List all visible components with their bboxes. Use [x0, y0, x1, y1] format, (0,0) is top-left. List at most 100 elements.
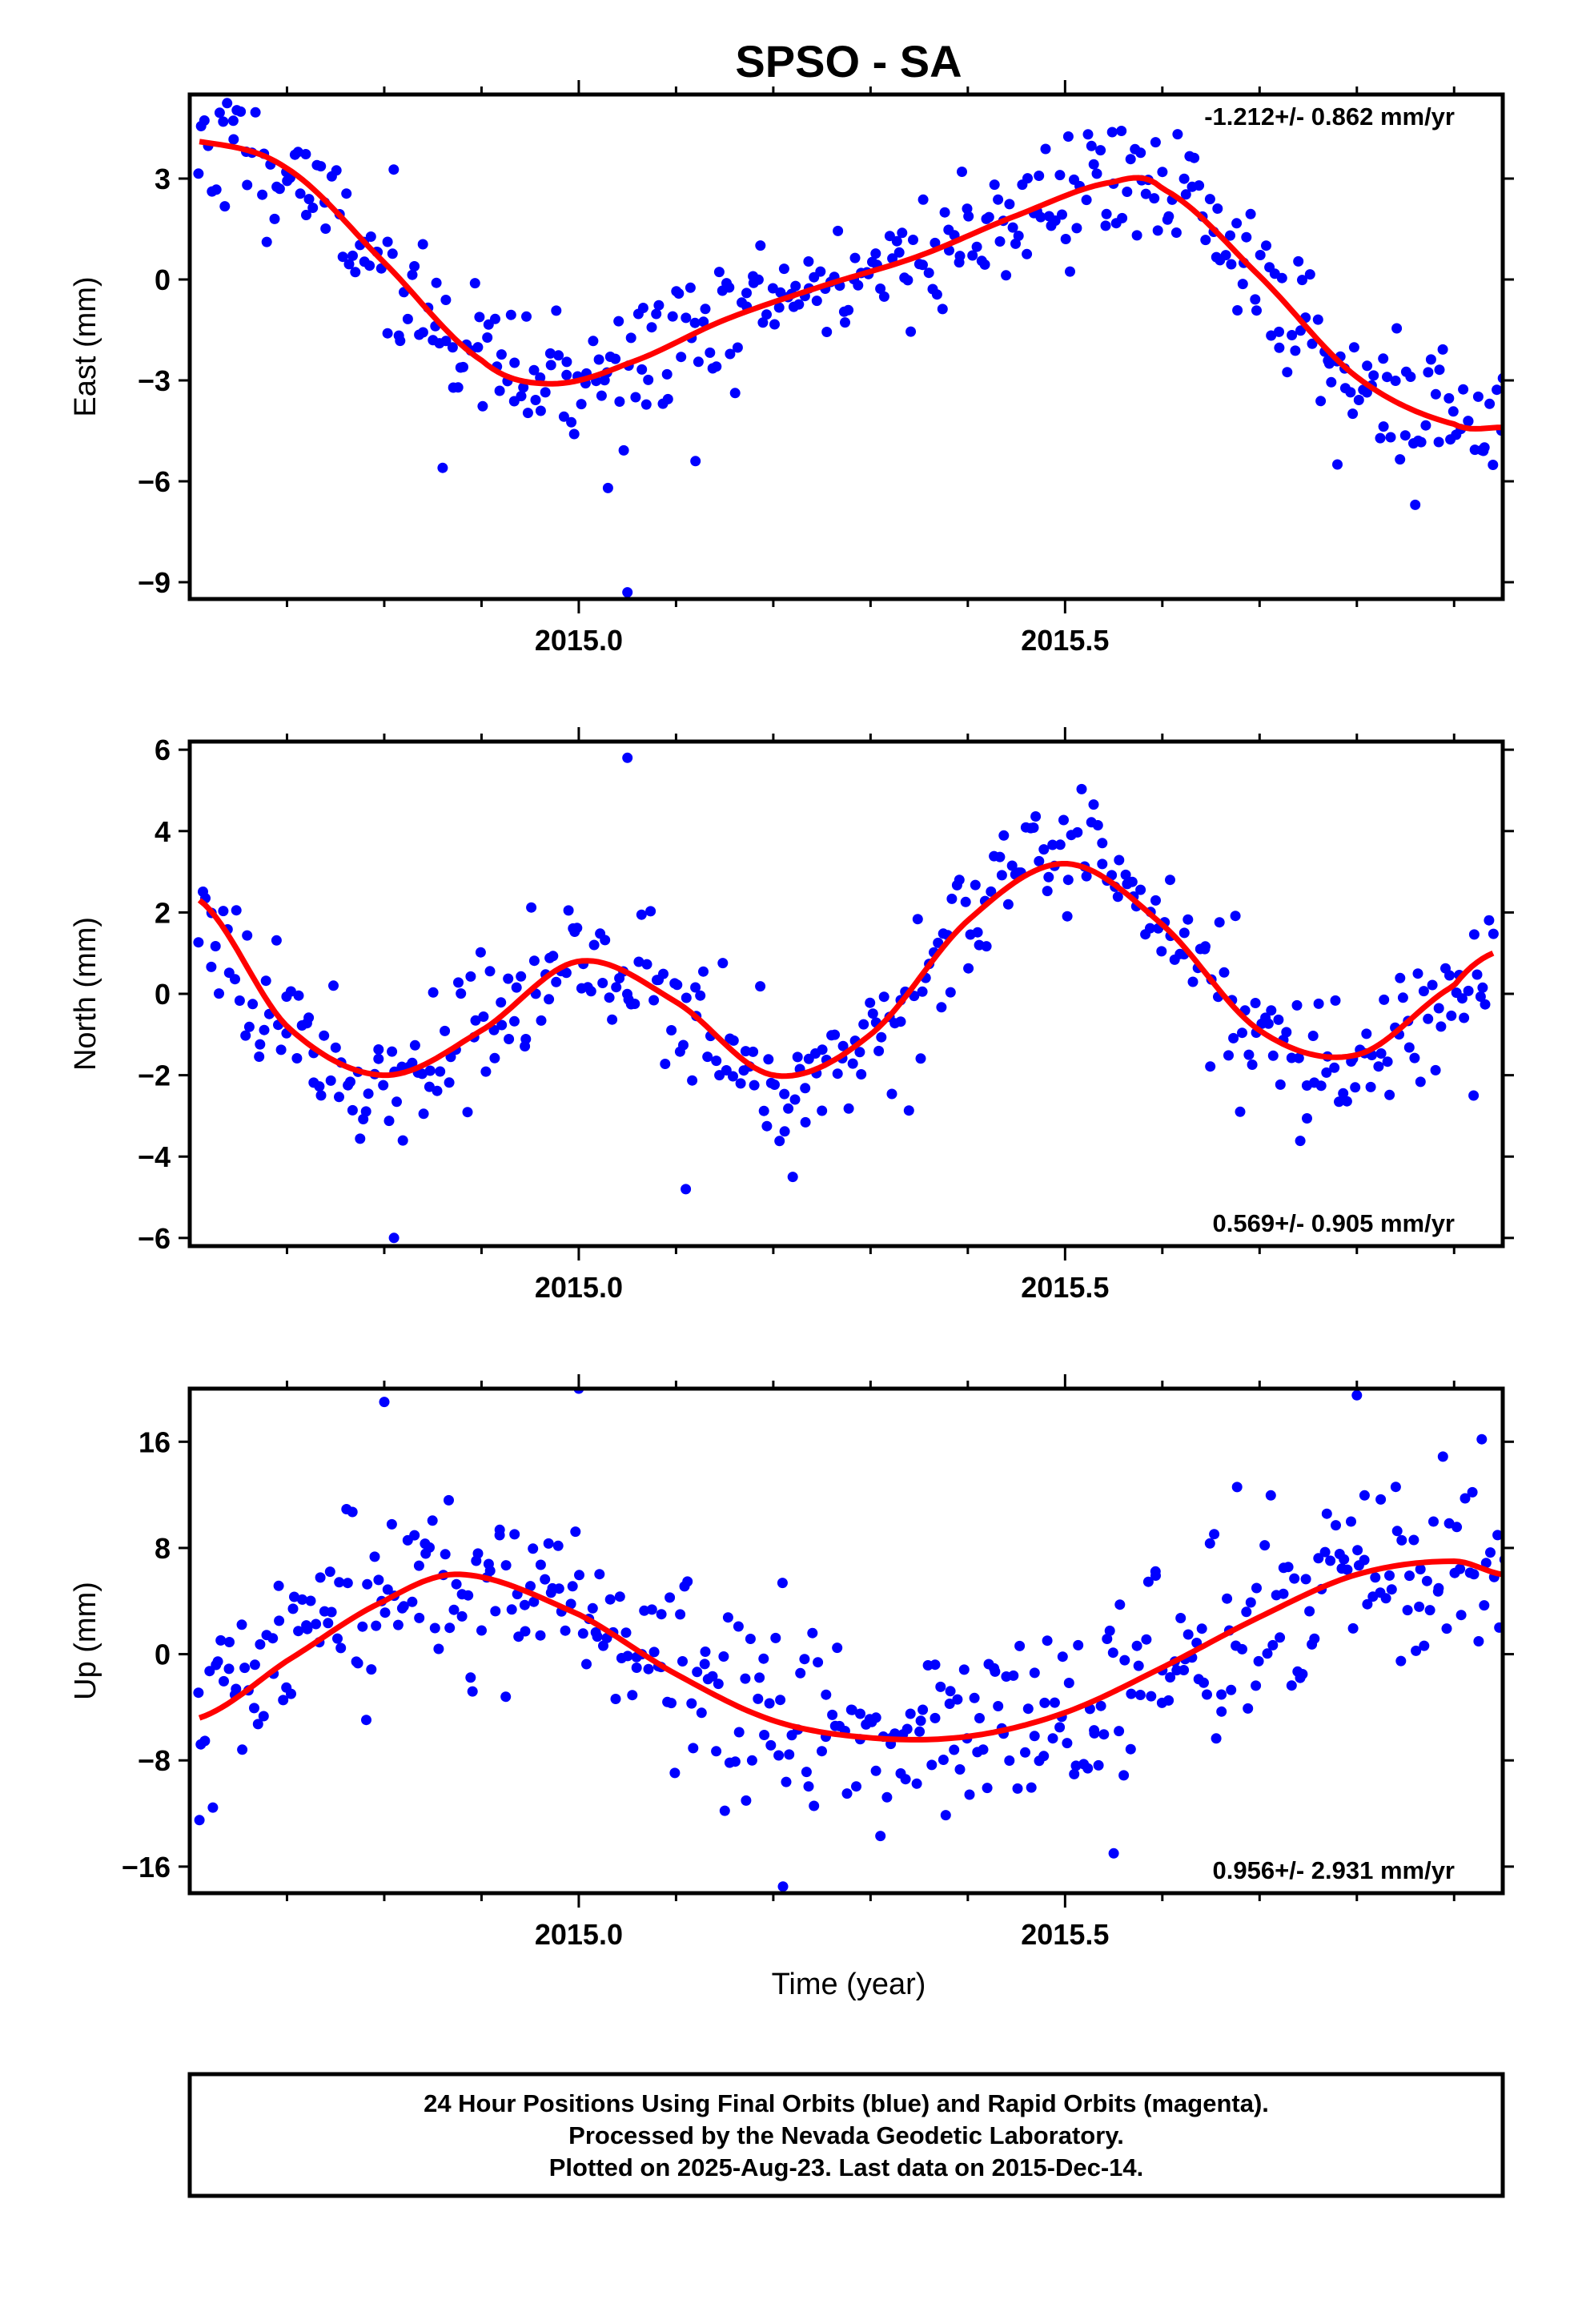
- data-point: [214, 988, 224, 999]
- data-point: [637, 303, 648, 313]
- data-point: [1250, 294, 1261, 305]
- data-point: [526, 902, 537, 913]
- data-point: [1237, 1643, 1247, 1655]
- data-point: [994, 851, 1006, 862]
- data-point: [837, 1040, 849, 1051]
- data-point: [307, 203, 319, 213]
- data-point: [1348, 342, 1359, 353]
- y-tick-label: 0: [155, 263, 171, 296]
- data-point: [428, 987, 439, 998]
- data-point: [1108, 1848, 1119, 1859]
- data-point: [832, 1068, 843, 1080]
- data-point: [1216, 1689, 1227, 1700]
- data-point: [636, 909, 647, 920]
- data-point: [741, 1795, 752, 1806]
- data-point: [1156, 946, 1167, 957]
- data-point: [705, 347, 716, 358]
- data-point: [315, 161, 327, 172]
- y-tick-label: 8: [155, 1532, 171, 1565]
- data-point: [1467, 1486, 1478, 1498]
- data-point: [1069, 1768, 1080, 1779]
- data-point: [1484, 915, 1495, 926]
- data-point: [905, 1708, 916, 1719]
- data-point: [193, 168, 204, 179]
- data-point: [193, 937, 204, 948]
- data-point: [960, 896, 971, 907]
- data-point: [1134, 1690, 1146, 1700]
- data-point: [958, 1664, 970, 1675]
- data-point: [754, 1672, 765, 1683]
- data-point: [365, 231, 376, 242]
- data-point: [622, 1651, 633, 1662]
- data-point: [444, 1494, 454, 1506]
- data-point: [1042, 886, 1053, 897]
- data-point: [711, 361, 722, 372]
- data-point: [698, 316, 709, 328]
- data-point: [908, 235, 918, 245]
- data-point: [667, 311, 678, 322]
- data-point: [767, 283, 778, 294]
- data-point: [247, 999, 259, 1010]
- data-point: [661, 368, 673, 380]
- data-point: [1295, 325, 1306, 336]
- data-point: [1405, 372, 1416, 382]
- data-point: [1342, 1564, 1353, 1575]
- data-point: [666, 1025, 677, 1035]
- data-point: [476, 1625, 487, 1636]
- data-point: [1414, 1601, 1425, 1612]
- data-point: [1141, 1634, 1152, 1645]
- data-point: [409, 1039, 420, 1051]
- data-point: [1361, 1028, 1372, 1039]
- data-point: [972, 927, 983, 938]
- data-point: [889, 1728, 901, 1739]
- data-point: [1106, 127, 1118, 138]
- data-point: [990, 1666, 1001, 1677]
- data-point: [728, 1071, 738, 1082]
- data-point: [646, 1604, 657, 1615]
- data-point: [252, 1719, 263, 1730]
- data-point: [912, 914, 923, 925]
- data-point: [1380, 1593, 1391, 1604]
- data-point: [1386, 1584, 1397, 1595]
- data-point: [352, 1658, 363, 1669]
- data-point: [717, 958, 729, 969]
- data-point: [1395, 454, 1406, 465]
- data-point: [1331, 1520, 1341, 1531]
- data-point: [1290, 345, 1301, 356]
- y-tick-label: 3: [155, 163, 171, 195]
- data-point: [1443, 392, 1455, 404]
- data-point: [1004, 1755, 1015, 1766]
- data-point: [258, 1711, 269, 1722]
- data-point: [773, 1750, 785, 1761]
- data-point: [1165, 1672, 1176, 1683]
- data-point: [1119, 1655, 1130, 1666]
- data-point: [1379, 994, 1390, 1005]
- data-point: [1359, 1554, 1370, 1566]
- data-point: [1353, 395, 1364, 405]
- data-point: [386, 1518, 397, 1530]
- data-point: [938, 1755, 949, 1765]
- data-point: [876, 1031, 887, 1043]
- data-point: [763, 1054, 774, 1065]
- y-axis-label: Up (mm): [69, 1582, 102, 1700]
- data-point: [1002, 899, 1014, 910]
- data-point: [1200, 235, 1211, 246]
- x-axis-label: Time (year): [772, 1968, 926, 2001]
- data-point: [249, 1703, 259, 1714]
- data-point: [1135, 884, 1146, 895]
- data-point: [602, 482, 613, 493]
- data-point: [1330, 995, 1341, 1006]
- data-point: [236, 1619, 247, 1630]
- data-point: [1022, 248, 1033, 259]
- data-point: [1091, 168, 1102, 179]
- data-point: [833, 225, 844, 236]
- data-point: [662, 393, 673, 404]
- data-point: [757, 317, 769, 328]
- data-point: [1199, 1677, 1209, 1688]
- data-point: [759, 1730, 770, 1740]
- data-point: [643, 374, 654, 385]
- data-point: [1054, 839, 1066, 850]
- data-point: [388, 164, 400, 175]
- data-point: [1088, 159, 1099, 170]
- data-point: [930, 1712, 941, 1723]
